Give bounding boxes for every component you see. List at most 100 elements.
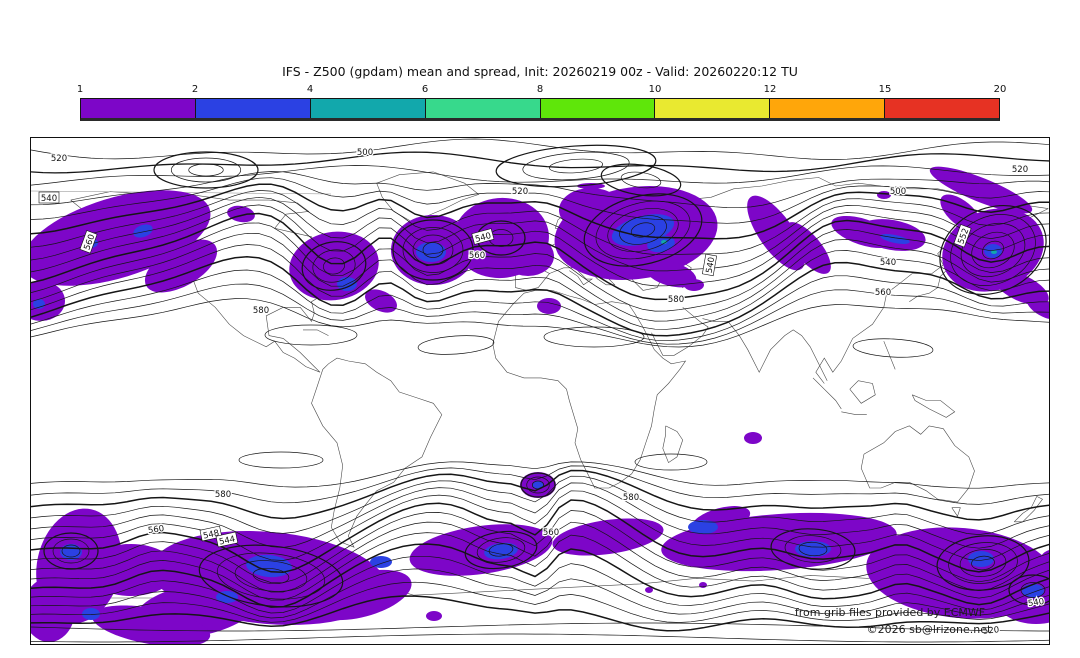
coastline: [841, 411, 867, 415]
contour-label-text: 580: [215, 490, 231, 500]
spread-region-1-2: [684, 279, 704, 291]
contour-label: 540: [1026, 596, 1046, 611]
contour-ring: [619, 215, 667, 245]
contour-ring: [971, 231, 1015, 269]
spread-region-1-2: [559, 188, 623, 232]
contour-line-sh: [31, 510, 1049, 584]
spread-region-1-2: [365, 289, 397, 313]
contour-label-text: 540: [1027, 597, 1044, 609]
contour-ring: [798, 541, 828, 557]
contour-label-text: 500: [357, 148, 373, 158]
contour-ring: [936, 535, 1030, 591]
contour-line-antarctic: [31, 622, 1049, 632]
contour-label-text: 560: [875, 288, 891, 298]
contour-line-nh: [31, 244, 1049, 330]
contour-label-text: 560: [147, 524, 164, 536]
contour-label: 520: [50, 153, 69, 166]
contour-line-nh: [31, 222, 1049, 312]
contour-label: 580: [622, 492, 641, 505]
contour-ring: [522, 151, 630, 181]
contour-ring: [784, 535, 842, 563]
spread-region-2-4: [795, 541, 831, 557]
contour-ring: [422, 242, 444, 258]
contour-line-nh: [31, 196, 1049, 272]
contour-ring: [531, 480, 545, 490]
colorbar-segment: [770, 99, 886, 118]
contour-ring: [216, 552, 326, 600]
contour-label: 500: [356, 147, 375, 160]
contour-label: 560: [874, 287, 893, 300]
contour-ring: [982, 240, 1004, 260]
contour-label: 520: [511, 186, 530, 199]
colorbar: 1 2 4 6 8 10 12 15 20: [77, 84, 1007, 121]
contour-line-nh: [31, 212, 1049, 301]
colorbar-tick-label: 12: [763, 84, 777, 95]
spread-region-1-2: [940, 194, 982, 232]
coastline: [702, 318, 828, 381]
contour-ring: [607, 208, 679, 252]
spread-region-2-4: [532, 481, 544, 489]
contour-label-boxed: 540: [471, 228, 495, 245]
contour-label: 500: [889, 186, 908, 199]
colorbar-segment: [310, 99, 426, 118]
colorbar-segment: [81, 99, 196, 118]
contour-ring: [630, 222, 656, 238]
colorbar-segment: [425, 99, 541, 118]
contour-ring: [464, 530, 538, 570]
contour-ring: [488, 543, 514, 557]
contour-cell: [238, 451, 324, 469]
contour-label-box: [702, 253, 718, 277]
colorbar-tick-labels: 1 2 4 6 8 10 12 15 20: [77, 84, 1007, 98]
colorbar-segment: [885, 99, 999, 118]
contour-line-sh: [31, 581, 1049, 623]
contour-ring: [252, 567, 290, 585]
contour-ring: [526, 476, 550, 494]
contour-label-text: 580: [623, 493, 639, 503]
contour-label-text: 540: [705, 256, 718, 274]
colorbar-tick-label: 4: [306, 84, 314, 95]
contour-label-text: 520: [1012, 165, 1028, 175]
contour-label-text: 540: [41, 194, 57, 204]
spread-region-4-6: [661, 240, 667, 244]
contour-label-text: 560: [543, 528, 559, 538]
contour-label-text: 580: [668, 295, 684, 305]
spread-region-2-4: [416, 242, 446, 262]
contour-label: 560: [468, 250, 487, 263]
coastline: [1013, 495, 1043, 523]
colorbar-tick-label: 10: [648, 84, 662, 95]
contour-label-text: 580: [253, 306, 269, 316]
contour-ring: [950, 214, 1036, 286]
spread-region-1-2: [502, 236, 554, 276]
spread-region-1-2: [537, 298, 561, 314]
contour-line-sh: [31, 521, 1049, 593]
chart-title: IFS - Z500 (gpdam) mean and spread, Init…: [282, 64, 798, 79]
contour-ring: [61, 544, 81, 558]
spread-region-2-4: [60, 544, 82, 560]
contour-cell: [543, 326, 645, 348]
coastline: [849, 380, 876, 404]
colorbar-tick-label: 2: [191, 84, 199, 95]
contour-ring: [549, 158, 603, 174]
spread-region-1-2: [310, 569, 412, 621]
contour-line-sh: [31, 482, 1049, 549]
contour-label-boxed: 540: [38, 191, 60, 204]
contour-label-text: 520: [512, 187, 528, 197]
contour-line-nh: [31, 183, 1049, 240]
contour-line-sh: [31, 475, 1049, 535]
coastline: [911, 394, 956, 418]
contour-ring: [959, 549, 1007, 577]
colorbar-tick-label: 8: [536, 84, 544, 95]
spread-region-1-2: [426, 611, 442, 621]
colorbar-tick-label: 6: [421, 84, 429, 95]
spread-region-1-2: [929, 166, 1033, 214]
contour-line-nh: [31, 269, 1049, 342]
contour-label-text: 544: [218, 534, 236, 547]
contour-line-antarctic: [31, 633, 1049, 643]
contour-label-text: 500: [890, 187, 906, 197]
contour-ring: [960, 223, 1026, 277]
contour-label: 580: [667, 294, 686, 307]
spread-region-1-2: [785, 222, 831, 274]
contour-line-nh: [31, 298, 1049, 348]
contour-label: 520: [1011, 164, 1030, 177]
